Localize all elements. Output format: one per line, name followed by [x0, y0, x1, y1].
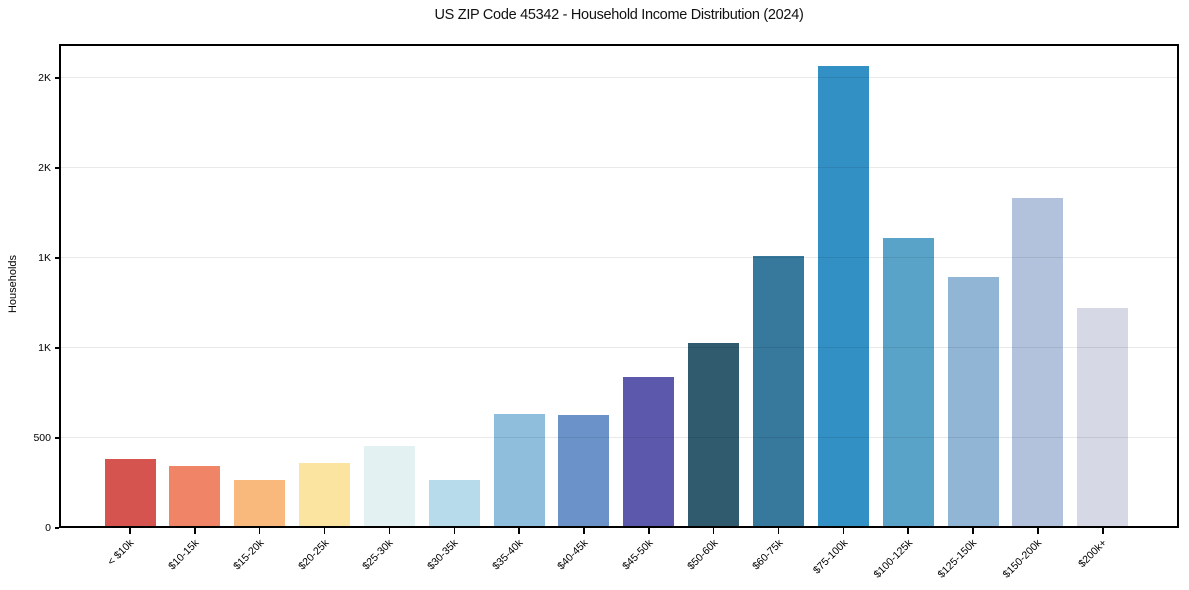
- x-tick-label: $50-60k: [684, 537, 721, 573]
- y-axis-label: Households: [7, 254, 19, 314]
- x-tick-mark: [777, 528, 780, 534]
- x-tick-label: < $10k: [105, 537, 137, 568]
- gridline-1500: [61, 256, 1177, 259]
- gridline-500: [61, 436, 1177, 439]
- x-tick-mark: [194, 528, 196, 534]
- x-tick-mark: [323, 528, 326, 534]
- y-tick-mark: [55, 527, 59, 529]
- bar-$45-50k: [623, 376, 675, 526]
- x-tick-mark: [842, 528, 845, 534]
- bar-$35-40k: [493, 414, 545, 526]
- x-tick-mark: [583, 528, 585, 534]
- x-tick-mark: [453, 528, 455, 534]
- x-tick-mark: [972, 528, 974, 534]
- bar-$75-100k: [817, 65, 869, 526]
- bar-$15-20k: [234, 480, 286, 526]
- y-tick-mark: [55, 257, 59, 259]
- bar-$150-200k: [1012, 198, 1064, 526]
- x-tick-label: $100-125k: [871, 537, 915, 581]
- x-tick-label: $30-35k: [425, 537, 461, 573]
- x-tick-label: $10-15k: [166, 537, 202, 573]
- gridline-1000: [61, 346, 1177, 349]
- bar-$125-150k: [947, 277, 999, 526]
- x-tick-mark: [1102, 528, 1104, 534]
- bar-$10-15k: [169, 466, 221, 526]
- x-tick-mark: [129, 528, 131, 534]
- y-tick-label: 1K: [38, 342, 51, 354]
- x-tick-mark: [258, 528, 261, 534]
- x-tick-label: $20-25k: [295, 537, 332, 573]
- y-tick-label: 500: [33, 432, 51, 444]
- x-tick-label: $45-50k: [619, 537, 656, 573]
- y-tick-mark: [55, 347, 59, 349]
- y-tick-label: 1K: [38, 252, 51, 264]
- x-tick-mark: [907, 528, 909, 534]
- x-tick-mark: [1037, 528, 1039, 534]
- x-tick-mark: [712, 528, 715, 534]
- y-tick-mark: [55, 77, 59, 79]
- x-tick-label: $40-45k: [555, 537, 591, 573]
- gridline-2500: [61, 76, 1177, 79]
- bar-$20-25k: [299, 462, 351, 526]
- x-tick-mark: [388, 528, 391, 534]
- bar-$100-125k: [882, 238, 934, 526]
- x-tick-label: $35-40k: [490, 537, 526, 573]
- bar-< $10k: [104, 459, 156, 526]
- bar-$50-60k: [688, 343, 740, 526]
- x-tick-label: $150-200k: [1000, 537, 1045, 581]
- y-tick-mark: [55, 437, 59, 439]
- bar-$200k+: [1077, 308, 1129, 526]
- bar-$40-45k: [558, 414, 610, 526]
- bar-$30-35k: [428, 479, 480, 526]
- x-tick-label: $60-75k: [749, 537, 785, 573]
- x-tick-label: $125-150k: [935, 537, 980, 581]
- x-tick-label: $200k+: [1076, 537, 1110, 571]
- x-tick-mark: [518, 528, 520, 534]
- x-tick-mark: [648, 528, 650, 534]
- y-tick-label: 2K: [38, 72, 51, 85]
- y-tick-label: 2K: [38, 162, 51, 174]
- gridline-2000: [61, 166, 1177, 169]
- y-tick-label: 0: [45, 522, 51, 534]
- bar-$25-30k: [363, 445, 415, 526]
- y-tick-mark: [55, 167, 59, 169]
- bar-$60-75k: [753, 256, 804, 526]
- x-tick-label: $25-30k: [360, 537, 396, 573]
- x-tick-label: $75-100k: [810, 537, 850, 577]
- chart-title: US ZIP Code 45342 - Household Income Dis…: [434, 7, 804, 23]
- x-tick-label: $15-20k: [230, 537, 267, 573]
- plot-area: [59, 44, 1179, 528]
